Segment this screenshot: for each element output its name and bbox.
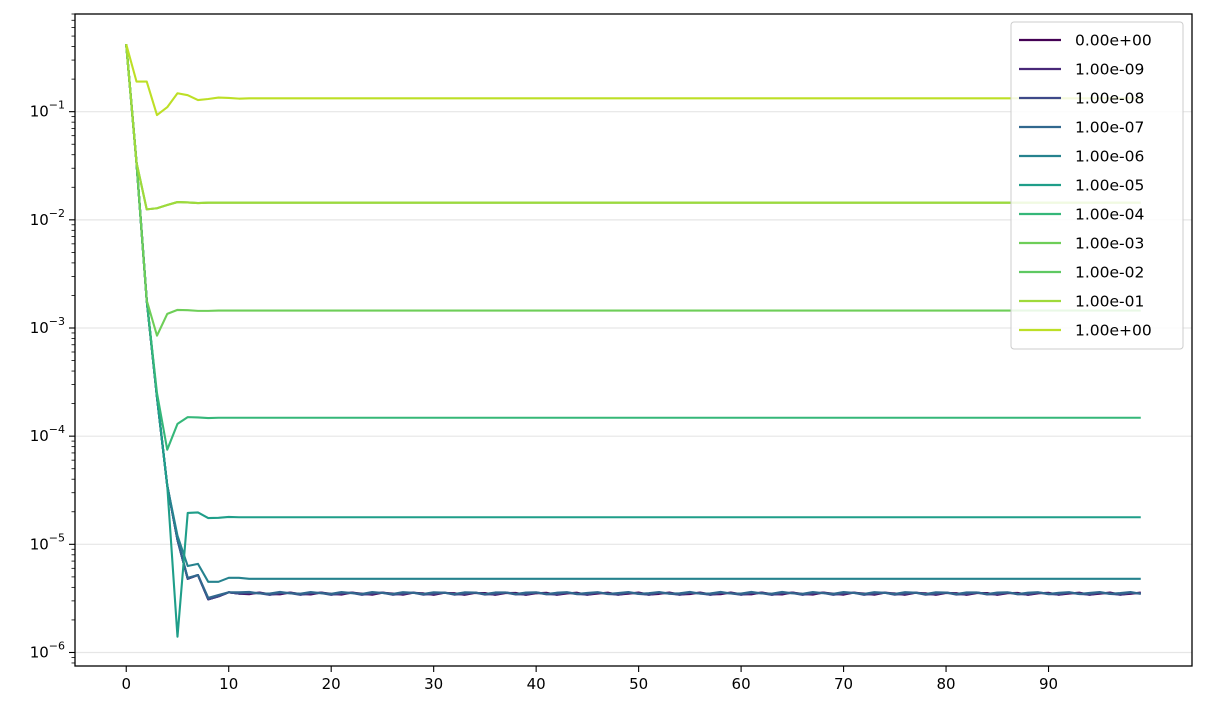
y-tick-label: 10−5 bbox=[30, 531, 65, 553]
x-tick-label: 60 bbox=[732, 675, 751, 693]
x-axis: 0 10 20 30 40 50 60 70 80 90 bbox=[121, 666, 1058, 693]
x-tick-label: 80 bbox=[937, 675, 956, 693]
legend-entry-label: 0.00e+00 bbox=[1075, 32, 1152, 50]
x-tick-label: 0 bbox=[121, 675, 131, 693]
legend-entry-label: 1.00e-05 bbox=[1075, 177, 1144, 195]
y-tick-label: 10−3 bbox=[30, 315, 65, 337]
x-tick-label: 70 bbox=[834, 675, 853, 693]
x-tick-label: 50 bbox=[629, 675, 648, 693]
legend-entry-label: 1.00e-02 bbox=[1075, 264, 1144, 282]
legend-entry-label: 1.00e-01 bbox=[1075, 293, 1144, 311]
x-tick-label: 40 bbox=[527, 675, 546, 693]
x-tick-label: 90 bbox=[1039, 675, 1058, 693]
x-tick-label: 20 bbox=[322, 675, 341, 693]
legend-entry-label: 1.00e-06 bbox=[1075, 148, 1144, 166]
legend-entry-label: 1.00e+00 bbox=[1075, 322, 1152, 340]
y-axis: 10−6 10−5 10−4 10−3 10−2 10−1 bbox=[30, 14, 75, 663]
legend: 0.00e+00 1.00e-09 1.00e-08 1.00e-07 1.00e-06… bbox=[1011, 22, 1183, 349]
y-tick-label: 10−6 bbox=[30, 639, 65, 661]
legend-entry-label: 1.00e-08 bbox=[1075, 90, 1144, 108]
legend-entry-label: 1.00e-07 bbox=[1075, 119, 1144, 137]
y-tick-label: 10−4 bbox=[30, 423, 65, 445]
legend-entry-label: 1.00e-04 bbox=[1075, 206, 1144, 224]
y-tick-label: 10−1 bbox=[30, 99, 65, 121]
x-tick-label: 10 bbox=[219, 675, 238, 693]
x-tick-label: 30 bbox=[424, 675, 443, 693]
legend-entry-label: 1.00e-09 bbox=[1075, 61, 1144, 79]
y-tick-label: 10−2 bbox=[30, 207, 65, 229]
legend-entry-label: 1.00e-03 bbox=[1075, 235, 1144, 253]
